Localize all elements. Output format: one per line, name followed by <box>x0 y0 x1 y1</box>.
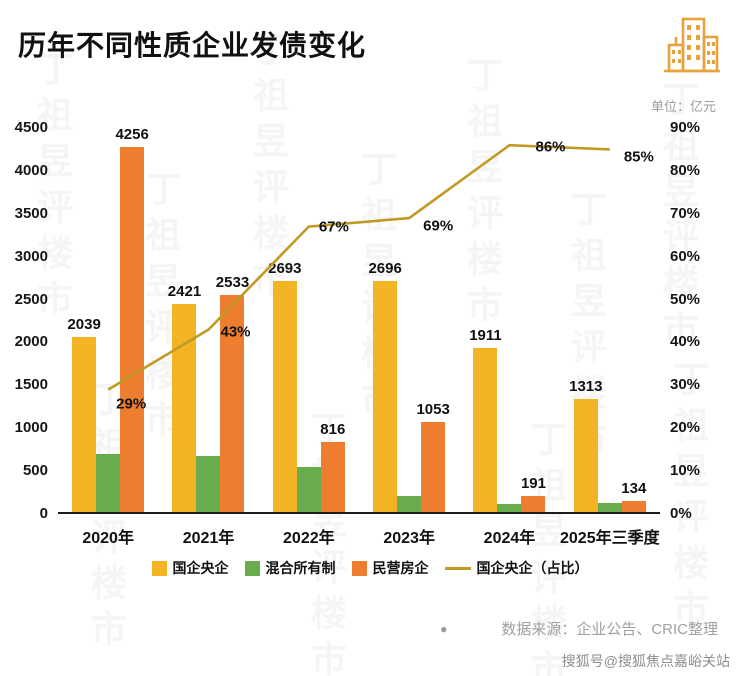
bar-value-label: 2421 <box>167 283 202 301</box>
bar-mixed <box>397 495 422 512</box>
legend-item-private: 民营房企 <box>351 558 429 578</box>
left-axis-tick: 2000 <box>14 333 48 351</box>
legend-square-swatch <box>151 560 167 576</box>
left-axis-tick: 0 <box>39 505 48 522</box>
left-axis-tick: 4000 <box>14 161 48 179</box>
legend-item-mixed: 混合所有制 <box>244 558 336 578</box>
ratio-point-label: 86% <box>535 138 566 156</box>
right-axis-tick: 70% <box>670 204 701 222</box>
ratio-point-label: 29% <box>116 395 147 413</box>
bar-group: 1313 134 <box>560 128 660 512</box>
x-axis-label: 2023年 <box>383 530 435 547</box>
bar-group: 1911 191 <box>459 128 559 512</box>
right-axis-tick: 20% <box>670 419 701 437</box>
ratio-point-label: 67% <box>318 218 349 236</box>
building-icon <box>658 12 722 78</box>
legend-item-soe-ratio: 国企央企（占比） <box>444 558 589 578</box>
plot-area: 2039 4256 2421 2533 2693 816 2696 1053 1911 191 13… <box>58 126 660 514</box>
legend-label: 混合所有制 <box>265 560 336 576</box>
bar-group: 2693 816 <box>259 128 359 512</box>
bar-soe: 2039 <box>67 316 101 512</box>
ratio-point-label: 43% <box>220 323 251 341</box>
bar-mixed <box>196 456 221 512</box>
source-text: 数据来源：企业公告、CRIC整理 <box>501 621 718 638</box>
right-axis-tick: 10% <box>670 462 701 480</box>
page-title: 历年不同性质企业发债变化 <box>18 30 367 61</box>
legend: 国企央企 混合所有制 民营房企 国企央企（占比） <box>0 558 740 578</box>
bar-value-label: 1911 <box>469 327 502 345</box>
left-axis-tick: 3000 <box>14 247 48 265</box>
bar-value-label: 2039 <box>67 316 101 334</box>
bar-private: 1053 <box>416 401 450 512</box>
left-axis-tick: 500 <box>22 462 48 480</box>
bar-private: 191 <box>521 475 546 512</box>
x-axis-labels: 2020年 2021年 2022年 2023年 2024年 2025年三季度 <box>58 524 660 548</box>
x-axis-label: 2025年三季度 <box>560 530 660 547</box>
sohu-watermark: 搜狐号@搜狐焦点嘉峪关站 <box>561 653 730 669</box>
bar-soe: 2693 <box>268 260 302 512</box>
chart: 4500 4000 3500 3000 2500 2000 1500 1000 500 0 203… <box>0 119 740 556</box>
legend-label: 国企央企 <box>172 560 229 576</box>
bar-soe: 1911 <box>469 327 502 512</box>
bar-value-label: 134 <box>621 479 647 497</box>
ratio-point-label: 69% <box>423 217 454 235</box>
bar-value-label: 2693 <box>268 260 302 278</box>
left-axis-tick: 2500 <box>14 290 48 308</box>
bar-value-label: 2696 <box>368 259 402 277</box>
right-axis-tick: 60% <box>670 247 701 265</box>
bar-mixed <box>96 453 121 512</box>
right-axis: 90% 80% 70% 60% 50% 40% 30% 20% 10% 0% <box>664 119 738 540</box>
legend-label: 民营房企 <box>372 560 429 576</box>
bar-private: 4256 <box>115 126 149 512</box>
bar-group: 2696 1053 <box>359 128 459 512</box>
source-bullet: ● <box>440 621 448 636</box>
unit-label: 单位：亿元 <box>650 99 716 114</box>
legend-item-soe: 国企央企 <box>151 558 229 578</box>
right-axis-tick: 30% <box>670 376 701 394</box>
left-axis-tick: 4500 <box>14 119 48 136</box>
right-axis-tick: 40% <box>670 333 701 351</box>
x-axis-label: 2021年 <box>182 530 235 547</box>
source-row: ● 数据来源：企业公告、CRIC整理 <box>0 618 740 639</box>
bar-soe: 2696 <box>368 260 402 512</box>
bar-value-label: 1313 <box>569 378 603 396</box>
right-axis-tick: 0% <box>670 505 692 522</box>
bar-private: 134 <box>621 480 646 512</box>
left-axis-tick: 3500 <box>14 204 48 222</box>
legend-line-swatch <box>444 566 471 570</box>
bar-private: 816 <box>320 421 345 512</box>
bar-value-label: 1053 <box>416 400 450 418</box>
left-axis-tick: 1500 <box>14 376 48 394</box>
right-axis-tick: 80% <box>670 161 701 179</box>
bar-soe: 2421 <box>168 283 201 512</box>
right-axis-tick: 50% <box>670 290 701 308</box>
left-axis-tick: 1000 <box>14 419 48 437</box>
legend-label: 国企央企（占比） <box>476 560 589 576</box>
left-axis: 4500 4000 3500 3000 2500 2000 1500 1000 500 0 <box>0 119 54 540</box>
x-axis-label: 2024年 <box>483 530 536 547</box>
x-axis-label: 2020年 <box>82 530 134 547</box>
bar-group: 2421 2533 <box>158 128 258 512</box>
header: 历年不同性质企业发债变化 <box>18 12 722 78</box>
bar-value-label: 191 <box>520 474 546 492</box>
bar-value-label: 4256 <box>115 125 149 143</box>
bar-value-label: 816 <box>320 421 346 439</box>
ratio-point-label: 85% <box>623 148 654 166</box>
legend-square-swatch <box>244 560 260 576</box>
right-axis-tick: 90% <box>670 119 701 136</box>
bar-value-label: 2533 <box>215 273 250 291</box>
bar-soe: 1313 <box>569 378 603 512</box>
bar-mixed <box>296 466 321 512</box>
bar-mixed <box>597 502 622 512</box>
x-axis-label: 2022年 <box>283 530 335 547</box>
bar-mixed <box>497 504 522 512</box>
bar-group: 2039 4256 <box>58 126 158 512</box>
legend-square-swatch <box>351 560 367 576</box>
